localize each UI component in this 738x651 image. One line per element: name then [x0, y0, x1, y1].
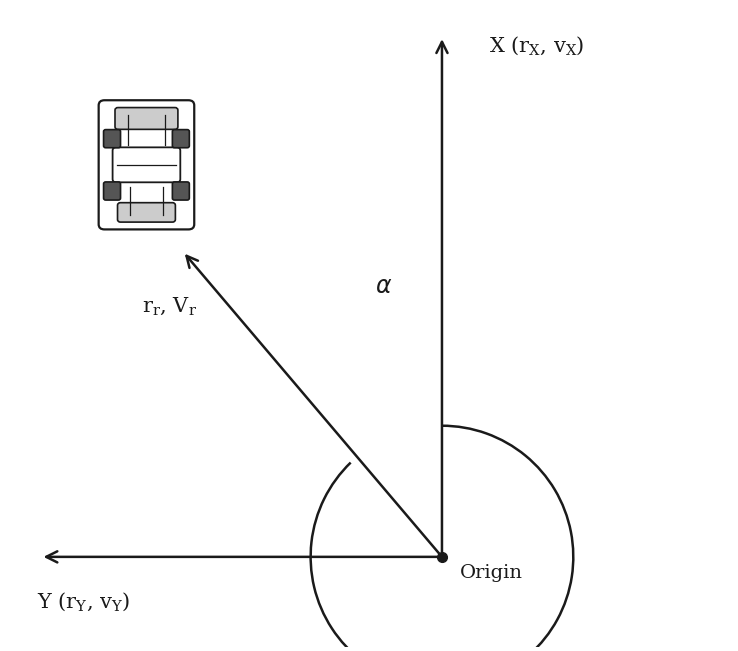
FancyBboxPatch shape	[115, 107, 178, 130]
Text: Origin: Origin	[461, 564, 523, 582]
Text: $\mathregular{r_r}$, $\mathregular{V_r}$: $\mathregular{r_r}$, $\mathregular{V_r}$	[142, 296, 198, 317]
FancyBboxPatch shape	[173, 182, 190, 200]
Text: Y ($\mathregular{r_Y}$, $\mathregular{v_Y}$): Y ($\mathregular{r_Y}$, $\mathregular{v_…	[37, 590, 130, 613]
FancyBboxPatch shape	[99, 100, 194, 229]
Text: X ($\mathregular{r_X}$, $\mathregular{v_X}$): X ($\mathregular{r_X}$, $\mathregular{v_…	[489, 35, 585, 57]
FancyBboxPatch shape	[103, 182, 120, 200]
FancyBboxPatch shape	[113, 147, 180, 182]
FancyBboxPatch shape	[117, 202, 176, 222]
Text: $\alpha$: $\alpha$	[375, 275, 392, 298]
FancyBboxPatch shape	[103, 130, 120, 148]
FancyBboxPatch shape	[173, 130, 190, 148]
